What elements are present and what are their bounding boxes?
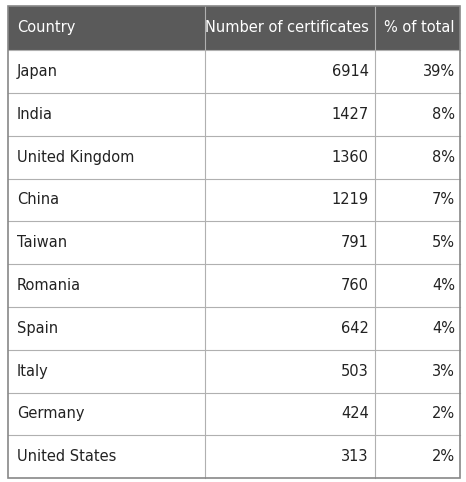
Text: Spain: Spain xyxy=(17,321,58,336)
Text: 1360: 1360 xyxy=(332,149,369,165)
Bar xyxy=(8,6,460,50)
Text: Romania: Romania xyxy=(17,278,81,293)
Text: 2%: 2% xyxy=(432,406,455,421)
Bar xyxy=(8,50,460,93)
Bar xyxy=(8,221,460,264)
Bar xyxy=(8,392,460,435)
Text: 760: 760 xyxy=(341,278,369,293)
Text: 7%: 7% xyxy=(432,192,455,207)
Text: 4%: 4% xyxy=(432,321,455,336)
Bar xyxy=(8,136,460,178)
Text: China: China xyxy=(17,192,59,207)
Text: Japan: Japan xyxy=(17,64,58,79)
Text: 1427: 1427 xyxy=(332,107,369,122)
Text: Germany: Germany xyxy=(17,406,84,421)
Bar xyxy=(8,264,460,307)
Text: United States: United States xyxy=(17,449,116,464)
Bar xyxy=(8,435,460,478)
Bar xyxy=(8,178,460,221)
Text: 313: 313 xyxy=(342,449,369,464)
Text: Taiwan: Taiwan xyxy=(17,235,67,250)
Text: 424: 424 xyxy=(341,406,369,421)
Text: 8%: 8% xyxy=(432,149,455,165)
Text: 1219: 1219 xyxy=(332,192,369,207)
Text: 4%: 4% xyxy=(432,278,455,293)
Text: 2%: 2% xyxy=(432,449,455,464)
Text: % of total: % of total xyxy=(384,20,455,36)
Text: Country: Country xyxy=(17,20,75,36)
Bar xyxy=(8,350,460,392)
Text: Italy: Italy xyxy=(17,363,48,379)
Text: India: India xyxy=(17,107,53,122)
Text: United Kingdom: United Kingdom xyxy=(17,149,134,165)
Text: 8%: 8% xyxy=(432,107,455,122)
Text: Number of certificates: Number of certificates xyxy=(205,20,369,36)
Bar xyxy=(8,93,460,136)
Text: 39%: 39% xyxy=(423,64,455,79)
Bar xyxy=(8,307,460,350)
Text: 503: 503 xyxy=(341,363,369,379)
Text: 642: 642 xyxy=(341,321,369,336)
Text: 791: 791 xyxy=(341,235,369,250)
Text: 5%: 5% xyxy=(432,235,455,250)
Text: 6914: 6914 xyxy=(332,64,369,79)
Text: 3%: 3% xyxy=(432,363,455,379)
